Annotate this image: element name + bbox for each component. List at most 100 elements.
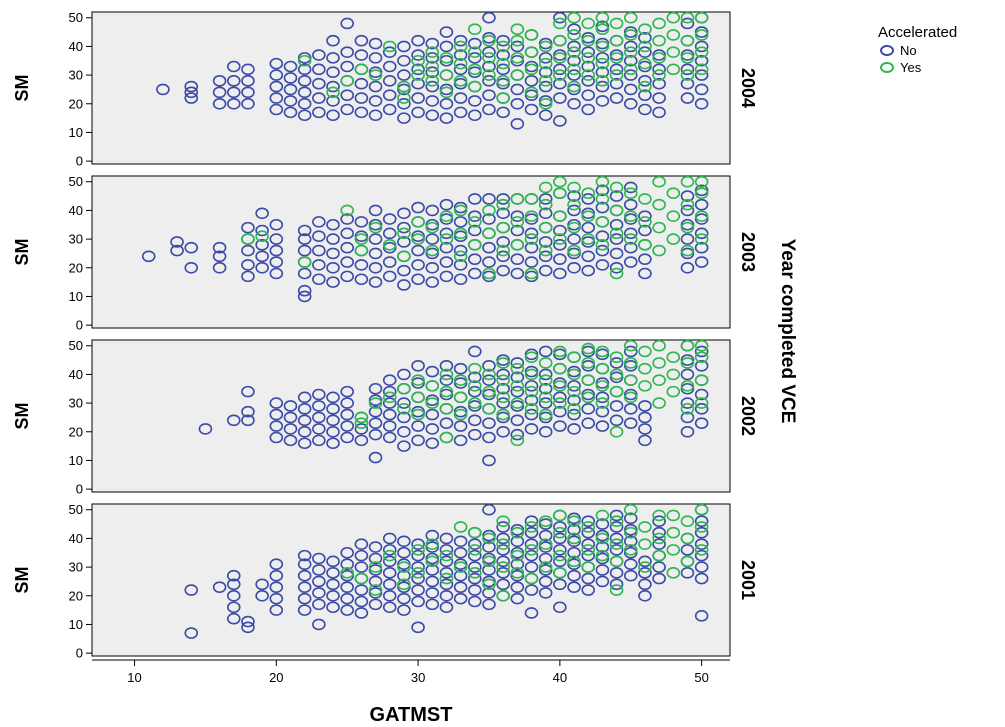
data-point — [652, 34, 666, 47]
data-point — [581, 561, 596, 573]
data-point — [482, 403, 496, 415]
data-point — [538, 368, 553, 381]
data-point — [666, 351, 681, 364]
data-point — [184, 627, 199, 639]
data-point — [226, 589, 241, 602]
data-point — [439, 52, 454, 64]
data-point — [609, 351, 624, 364]
data-point — [382, 555, 397, 568]
data-point — [312, 216, 326, 228]
data-point — [312, 106, 326, 119]
data-point — [638, 80, 652, 93]
data-point — [453, 535, 468, 548]
data-point — [226, 569, 241, 582]
data-point — [623, 360, 638, 372]
data-point — [269, 69, 284, 81]
data-point — [567, 532, 581, 545]
data-point — [609, 425, 624, 438]
panel-2002: 0 10 20 30 40 50 SM 2002 — [12, 338, 758, 496]
data-point — [680, 198, 695, 211]
data-point — [538, 538, 553, 550]
data-point — [553, 555, 567, 568]
data-point — [623, 403, 638, 415]
data-point — [623, 187, 638, 200]
data-point — [340, 431, 355, 444]
data-point — [595, 377, 610, 389]
data-point — [538, 541, 553, 553]
data-point — [538, 515, 553, 528]
data-point — [538, 52, 553, 64]
data-point — [510, 267, 525, 280]
data-point — [368, 397, 383, 409]
data-point — [368, 95, 383, 107]
data-point — [567, 80, 581, 93]
data-point — [638, 57, 652, 70]
data-point — [595, 509, 610, 522]
data-point — [269, 218, 284, 231]
data-point — [538, 75, 553, 87]
data-point — [496, 357, 510, 369]
data-point — [623, 233, 638, 245]
data-point — [595, 549, 610, 562]
data-point — [269, 431, 284, 444]
data-point — [269, 233, 284, 245]
data-point — [482, 374, 496, 386]
data-point — [326, 555, 340, 568]
data-point — [623, 210, 638, 222]
data-point — [297, 391, 312, 404]
data-point — [340, 60, 355, 73]
data-point — [524, 227, 539, 240]
data-point — [368, 552, 383, 565]
data-point — [524, 403, 539, 415]
data-point — [510, 400, 525, 412]
data-point — [666, 567, 681, 579]
data-point — [638, 521, 652, 533]
data-point — [241, 414, 255, 427]
data-point — [567, 365, 581, 378]
y-tick-label: 20 — [69, 96, 83, 111]
data-point — [609, 509, 624, 522]
data-point — [482, 388, 496, 401]
data-point — [439, 83, 454, 96]
data-point — [510, 362, 525, 375]
data-point — [652, 526, 666, 539]
data-point — [411, 572, 425, 585]
y-axis-title: SM — [12, 239, 32, 266]
data-point — [482, 32, 496, 44]
data-point — [340, 256, 355, 268]
data-point — [411, 34, 425, 47]
data-point — [694, 198, 709, 211]
data-point — [553, 348, 567, 361]
data-point — [652, 549, 666, 562]
data-point — [340, 204, 355, 217]
data-point — [297, 558, 312, 571]
data-point — [524, 385, 539, 398]
data-point — [595, 201, 610, 214]
data-point — [623, 526, 638, 539]
data-point — [269, 80, 284, 93]
data-point — [666, 509, 681, 522]
data-point — [567, 524, 581, 536]
data-point — [482, 529, 496, 542]
data-point — [567, 181, 581, 194]
data-point — [297, 63, 312, 76]
data-point — [482, 552, 496, 565]
data-point — [623, 198, 638, 211]
data-point — [538, 552, 553, 565]
data-point — [538, 587, 553, 599]
data-point — [184, 86, 199, 99]
data-point — [397, 604, 411, 616]
data-point — [638, 555, 652, 568]
data-point — [184, 92, 199, 104]
data-point — [453, 558, 468, 571]
data-point — [226, 578, 241, 591]
data-point — [623, 374, 638, 386]
data-point — [482, 532, 496, 545]
data-point — [496, 250, 510, 263]
data-point — [609, 52, 624, 64]
data-point — [623, 29, 638, 41]
data-point — [595, 239, 610, 251]
data-point — [425, 380, 440, 392]
y-tick-label: 0 — [76, 318, 83, 333]
